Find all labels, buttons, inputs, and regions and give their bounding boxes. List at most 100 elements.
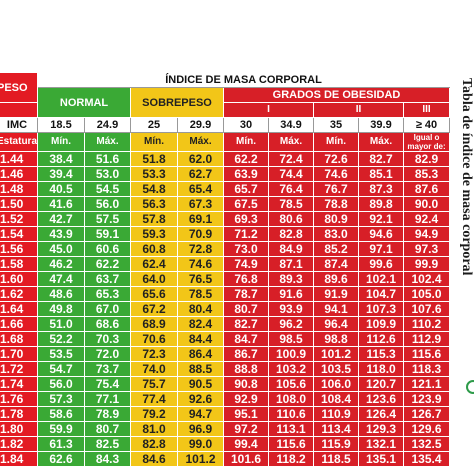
table-row: 1.64 49.8 67.0 67.2 80.4 80.7 93.9 94.1 107.3 107… — [0, 301, 451, 317]
weight-cell: 120.7 — [358, 376, 405, 392]
height-cell: 1.80 — [0, 421, 39, 437]
weight-cell: 70.6 — [130, 331, 179, 347]
weight-cell: 85.2 — [313, 241, 360, 257]
weight-cell: 95.1 — [223, 406, 270, 422]
height-cell: 1.62 — [0, 286, 39, 302]
table-row: 1.76 57.3 77.1 77.4 92.6 92.9 108.0 108.4 123.6 1… — [0, 391, 451, 407]
max-header: Máx. — [358, 132, 405, 152]
weight-cell: 105.6 — [268, 376, 315, 392]
weight-cell: 82.8 — [268, 226, 315, 242]
grade-2-header: II — [313, 102, 405, 118]
weight-cell: 64.0 — [130, 271, 179, 287]
table-row: 1.68 52.2 70.3 70.6 84.4 84.7 98.5 98.8 112.6 112… — [0, 331, 451, 347]
weight-cell: 61.3 — [37, 436, 86, 452]
weight-cell: 92.9 — [223, 391, 270, 407]
table-row: 1.82 61.3 82.5 82.8 99.0 99.4 115.6 115.9 132.1 1… — [0, 436, 451, 452]
weight-cell: 60.8 — [130, 241, 179, 257]
weight-cell: 67.0 — [84, 301, 132, 317]
height-cell: 1.48 — [0, 181, 39, 197]
weight-cell: 115.9 — [313, 436, 360, 452]
weight-cell: 78.9 — [84, 406, 132, 422]
table-row: 1.80 59.9 80.7 81.0 96.9 97.2 113.1 113.4 129.3 1… — [0, 421, 451, 437]
height-cell: 1.56 — [0, 241, 39, 257]
weight-cell: 129.6 — [403, 421, 451, 437]
weight-cell: 78.5 — [268, 196, 315, 212]
weight-cell: 102.4 — [403, 271, 451, 287]
weight-cell: 94.6 — [358, 226, 405, 242]
weight-cell: 72.3 — [130, 346, 179, 362]
weight-cell: 59.1 — [84, 226, 132, 242]
table-row: 1.56 45.0 60.6 60.8 72.8 73.0 84.9 85.2 97.1 97.3 — [0, 241, 451, 257]
weight-cell: 77.4 — [130, 391, 179, 407]
obesidad-header: GRADOS DE OBESIDAD — [223, 87, 451, 103]
weight-cell: 99.9 — [403, 256, 451, 272]
table-row: 1.58 46.2 62.2 62.4 74.6 74.9 87.1 87.4 99.6 99.9 — [0, 256, 451, 272]
weight-cell: 72.4 — [268, 151, 315, 167]
weight-cell: 72.6 — [313, 151, 360, 167]
weight-cell: 118.2 — [268, 451, 315, 467]
weight-cell: 57.8 — [130, 211, 179, 227]
height-cell: 1.58 — [0, 256, 39, 272]
weight-cell: 105.0 — [403, 286, 451, 302]
imc-row: IMC 18.5 24.9 25 29.9 30 34.9 35 39.9 ≥ … — [0, 117, 451, 133]
side-title: Tabla de índice de masa corporal — [459, 78, 474, 276]
weight-cell: 92.6 — [177, 391, 225, 407]
weight-cell: 38.4 — [37, 151, 86, 167]
weight-cell: 118.5 — [313, 451, 360, 467]
height-cell: 1.50 — [0, 196, 39, 212]
weight-cell: 89.6 — [313, 271, 360, 287]
weight-cell: 68.9 — [130, 316, 179, 332]
weight-cell: 123.9 — [403, 391, 451, 407]
range-value: 24.9 — [84, 117, 132, 133]
weight-cell: 107.6 — [403, 301, 451, 317]
table-row: 1.46 39.4 53.0 53.3 62.7 63.9 74.4 74.6 85.1 85.3 — [0, 166, 451, 182]
height-cell: 1.84 — [0, 451, 39, 467]
weight-cell: 101.2 — [177, 451, 225, 467]
weight-cell: 99.4 — [223, 436, 270, 452]
height-cell: 1.52 — [0, 211, 39, 227]
weight-cell: 78.7 — [223, 286, 270, 302]
weight-cell: 65.7 — [223, 181, 270, 197]
weight-cell: 56.0 — [84, 196, 132, 212]
weight-cell: 74.0 — [130, 361, 179, 377]
weight-cell: 92.4 — [403, 211, 451, 227]
weight-cell: 54.8 — [130, 181, 179, 197]
weight-cell: 112.6 — [358, 331, 405, 347]
min-header: Mín. — [37, 132, 86, 152]
weight-cell: 94.1 — [313, 301, 360, 317]
main-title: ÍNDICE DE MASA CORPORAL — [37, 72, 451, 88]
weight-cell: 83.0 — [313, 226, 360, 242]
weight-cell: 97.1 — [358, 241, 405, 257]
igual-header: Igual o mayor de: — [403, 132, 451, 152]
weight-cell: 54.7 — [37, 361, 86, 377]
weight-cell: 115.3 — [358, 346, 405, 362]
weight-cell: 80.9 — [313, 211, 360, 227]
weight-cell: 109.9 — [358, 316, 405, 332]
weight-cell: 74.6 — [177, 256, 225, 272]
height-cell: 1.74 — [0, 376, 39, 392]
height-cell: 1.46 — [0, 166, 39, 182]
normal-header: NORMAL — [37, 87, 132, 118]
weight-cell: 73.7 — [84, 361, 132, 377]
weight-cell: 78.5 — [177, 286, 225, 302]
weight-cell: 132.5 — [403, 436, 451, 452]
weight-cell: 88.5 — [177, 361, 225, 377]
height-cell: 1.54 — [0, 226, 39, 242]
weight-cell: 92.1 — [358, 211, 405, 227]
weight-cell: 118.3 — [403, 361, 451, 377]
weight-cell: 62.7 — [177, 166, 225, 182]
weight-cell: 53.5 — [37, 346, 86, 362]
weight-cell: 72.8 — [177, 241, 225, 257]
weight-cell: 85.1 — [358, 166, 405, 182]
weight-cell: 57.3 — [37, 391, 86, 407]
weight-cell: 96.4 — [313, 316, 360, 332]
weight-cell: 82.4 — [177, 316, 225, 332]
weight-cell: 46.2 — [37, 256, 86, 272]
weight-cell: 98.8 — [313, 331, 360, 347]
weight-cell: 96.2 — [268, 316, 315, 332]
range-value: 30 — [223, 117, 270, 133]
height-cell: 1.82 — [0, 436, 39, 452]
table-row: 1.60 47.4 63.7 64.0 76.5 76.8 89.3 89.6 102.1 102… — [0, 271, 451, 287]
weight-cell: 82.9 — [403, 151, 451, 167]
weight-cell: 67.3 — [177, 196, 225, 212]
